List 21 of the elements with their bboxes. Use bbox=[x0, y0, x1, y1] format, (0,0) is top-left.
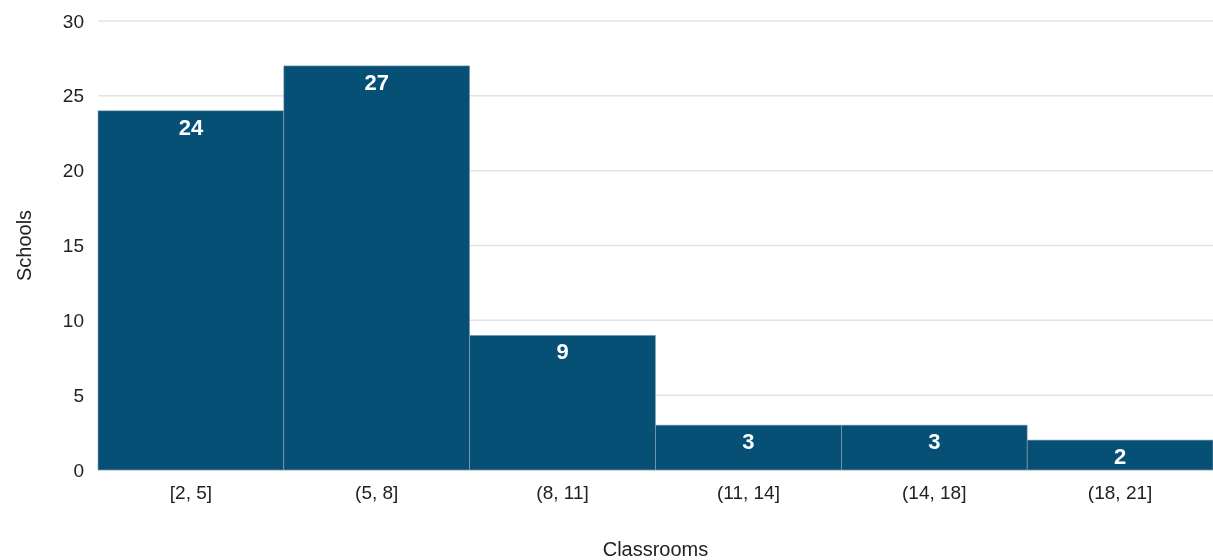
data-label: 27 bbox=[364, 69, 389, 95]
y-tick-label: 30 bbox=[62, 10, 84, 32]
x-axis-title: Classrooms bbox=[602, 538, 709, 560]
y-tick-label: 15 bbox=[62, 235, 84, 257]
data-label: 3 bbox=[742, 429, 755, 455]
x-tick-label: [2, 5] bbox=[169, 482, 213, 504]
y-axis-title: Schools bbox=[13, 209, 35, 282]
x-tick-label: (5, 8] bbox=[355, 482, 399, 504]
y-tick-label: 0 bbox=[73, 459, 84, 481]
y-tick-label: 20 bbox=[62, 160, 84, 182]
data-label: 2 bbox=[1113, 444, 1127, 470]
x-tick-label: (14, 18] bbox=[902, 482, 967, 504]
y-tick-label: 10 bbox=[62, 309, 84, 331]
data-label: 24 bbox=[178, 114, 204, 140]
x-tick-label: (11, 14] bbox=[716, 482, 780, 504]
y-tick-label: 25 bbox=[62, 85, 84, 107]
x-tick-label: (8, 11] bbox=[536, 482, 589, 504]
data-label: 9 bbox=[556, 339, 569, 365]
y-tick-label: 5 bbox=[73, 384, 84, 406]
data-label: 3 bbox=[928, 429, 941, 455]
x-tick-label: (18, 21] bbox=[1087, 482, 1153, 504]
